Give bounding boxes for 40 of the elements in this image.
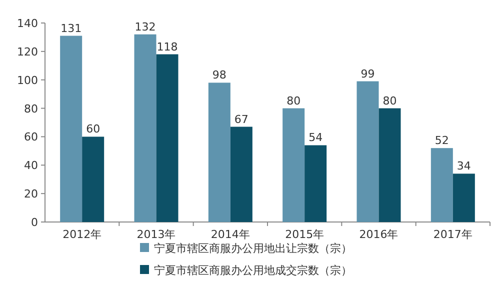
x-tick-label: 2017年 bbox=[433, 228, 472, 241]
y-tick-label: 0 bbox=[31, 216, 38, 229]
bar bbox=[282, 108, 305, 222]
x-tick-label: 2012年 bbox=[62, 228, 102, 241]
legend-label: 宁夏市辖区商服办公用地出让宗数（宗） bbox=[154, 242, 352, 255]
x-tick-label: 2015年 bbox=[285, 228, 324, 241]
data-label: 52 bbox=[434, 134, 449, 148]
data-label: 131 bbox=[60, 22, 82, 35]
bar bbox=[156, 54, 178, 222]
y-tick-label: 80 bbox=[24, 102, 38, 116]
bar bbox=[82, 136, 104, 222]
data-label: 118 bbox=[156, 40, 178, 54]
bar bbox=[304, 145, 327, 222]
bar bbox=[230, 126, 252, 222]
data-label: 132 bbox=[134, 20, 156, 34]
data-label: 80 bbox=[286, 94, 301, 108]
y-tick-label: 140 bbox=[17, 17, 38, 30]
legend-label: 宁夏市辖区商服办公用地成交宗数（宗） bbox=[154, 264, 352, 277]
y-tick-label: 60 bbox=[24, 130, 38, 144]
data-label: 67 bbox=[234, 112, 248, 126]
y-tick-label: 40 bbox=[24, 159, 38, 172]
x-tick-label: 2016年 bbox=[359, 228, 398, 241]
bar bbox=[356, 81, 379, 222]
data-label: 99 bbox=[360, 67, 375, 80]
y-tick-label: 120 bbox=[17, 45, 38, 58]
bar bbox=[60, 36, 82, 222]
bar bbox=[378, 108, 401, 222]
bar bbox=[208, 82, 230, 222]
data-label: 60 bbox=[86, 122, 100, 136]
data-label: 98 bbox=[212, 68, 226, 82]
x-tick-label: 2013年 bbox=[136, 228, 176, 241]
bar bbox=[452, 174, 475, 222]
bar bbox=[430, 148, 453, 222]
data-label: 54 bbox=[308, 131, 323, 144]
data-label: 80 bbox=[382, 94, 397, 108]
y-tick-label: 100 bbox=[17, 74, 38, 87]
x-tick-label: 2014年 bbox=[210, 228, 250, 241]
y-tick-label: 20 bbox=[24, 188, 38, 201]
data-label: 34 bbox=[456, 160, 471, 173]
bar bbox=[134, 34, 156, 222]
